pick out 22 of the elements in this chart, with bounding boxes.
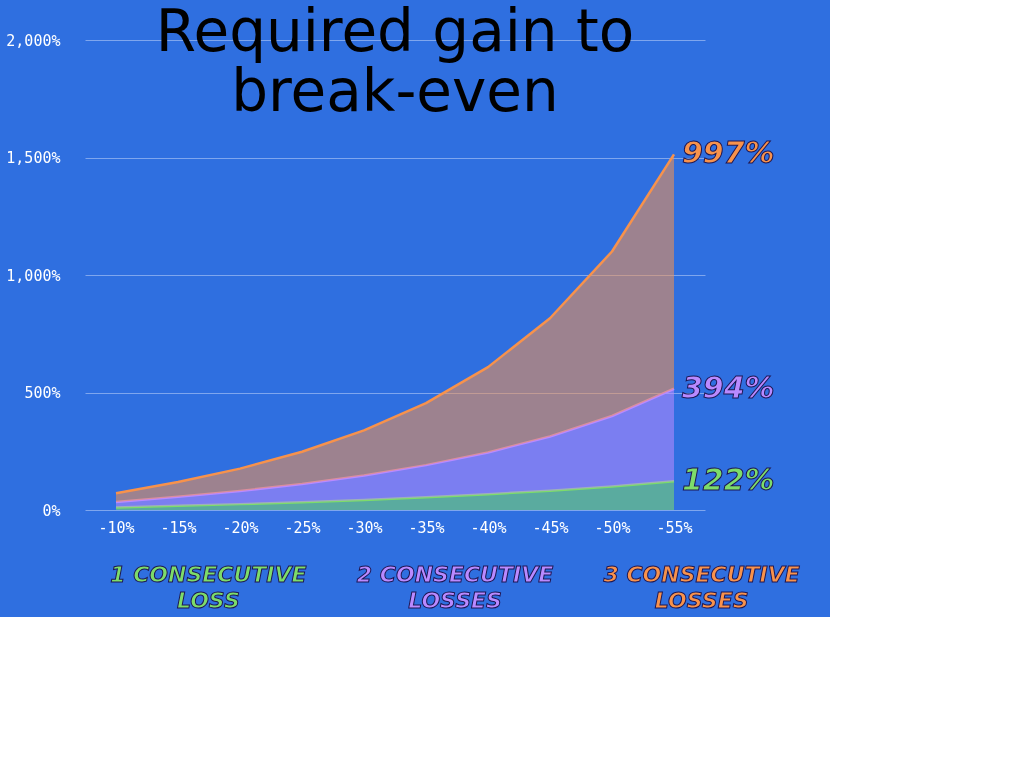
y-tick-label: 500% (24, 384, 61, 402)
x-tick-label: -35% (408, 518, 445, 537)
chart-title: Required gain to break-even (155, 0, 635, 125)
text: 2 CONSECUTIVE LOSSES (356, 562, 554, 613)
x-tick-label: -25% (284, 518, 321, 537)
x-tick-label: -20% (222, 518, 259, 537)
y-tick-label: 0% (42, 501, 61, 520)
x-tick-label: -45% (532, 518, 569, 537)
x-tick-label: -55% (656, 518, 693, 537)
y-tick-label: 1,500% (6, 149, 61, 167)
y-tick-label: 1,000% (6, 266, 61, 285)
data-label: 122% (682, 462, 775, 498)
data-label: 394% (682, 369, 775, 405)
x-tick-label: -30% (346, 518, 383, 537)
y-tick-label: 2,000% (6, 31, 61, 50)
data-label: 997% (682, 135, 775, 171)
text: 1 CONSECUTIVE LOSS (110, 562, 307, 613)
text: 3 CONSECUTIVE LOSSES (603, 562, 800, 613)
x-tick-label: -15% (160, 518, 197, 537)
x-tick-label: -40% (470, 518, 507, 537)
x-tick-label: -50% (594, 518, 631, 537)
x-tick-label: -10% (98, 518, 135, 537)
